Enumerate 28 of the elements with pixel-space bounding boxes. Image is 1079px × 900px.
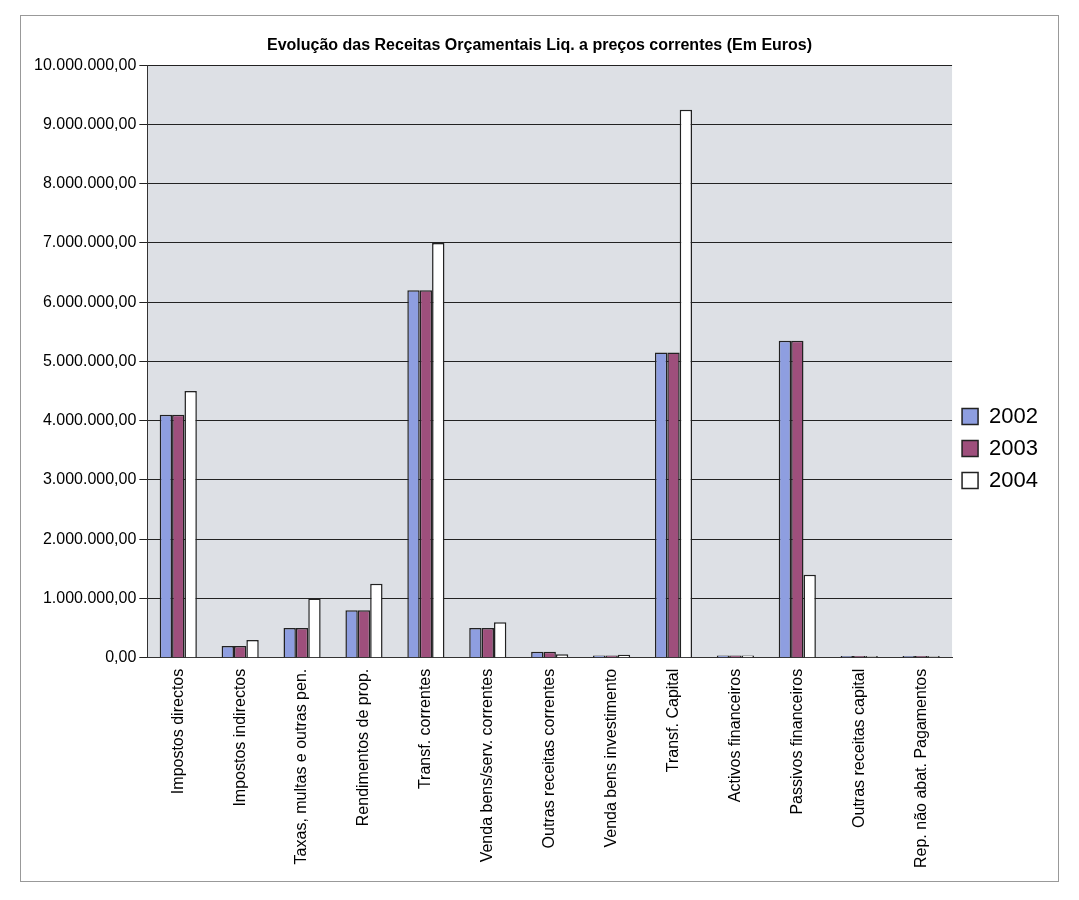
x-tick-label: Transf. correntes (416, 668, 434, 790)
x-tick-label: Venda bens investimento (602, 668, 619, 848)
x-tick-label: Outras receitas capital (849, 668, 867, 828)
chart-title: Evolução das Receitas Orçamentais Liq. a preços correntes (Em Euros) (266, 36, 813, 54)
y-tick-label: 8.000.000,00 (42, 174, 137, 192)
y-tick-label: 5.000.000,00 (42, 351, 137, 369)
x-tick-label: Taxas, multas e outras pen. (292, 668, 310, 865)
x-tick-label: Passivos financeiros (787, 668, 805, 815)
y-tick-label: 3.000.000,00 (42, 470, 137, 488)
x-tick-label: Venda bens/serv. correntes (478, 668, 496, 863)
legend-label: 2004 (989, 466, 1039, 492)
y-tick-label: 2.000.000,00 (42, 529, 137, 547)
y-tick-label: 4.000.000,00 (42, 411, 137, 429)
y-tick-label: 7.000.000,00 (42, 233, 137, 251)
y-tick-label: 10.000.000,00 (33, 55, 137, 73)
y-tick-label: 9.000.000,00 (42, 114, 137, 132)
y-tick-label: 6.000.000,00 (42, 292, 137, 310)
y-tick-label: 0,00 (105, 648, 137, 666)
x-tick-label: Rendimentos de prop. (354, 668, 372, 827)
x-tick-label: Outras receitas correntes (540, 668, 558, 849)
x-tick-label: Impostos directos (168, 668, 186, 795)
legend-label: 2002 (989, 402, 1039, 428)
x-tick-label: Impostos indirectos (230, 668, 248, 807)
y-tick-label: 1.000.000,00 (42, 588, 137, 606)
legend-label: 2003 (989, 434, 1039, 460)
x-tick-label: Rep. não abat. Pagamentos (911, 668, 929, 868)
x-tick-label: Activos financeiros (725, 668, 743, 803)
x-tick-label: Transf. Capital (663, 668, 681, 773)
